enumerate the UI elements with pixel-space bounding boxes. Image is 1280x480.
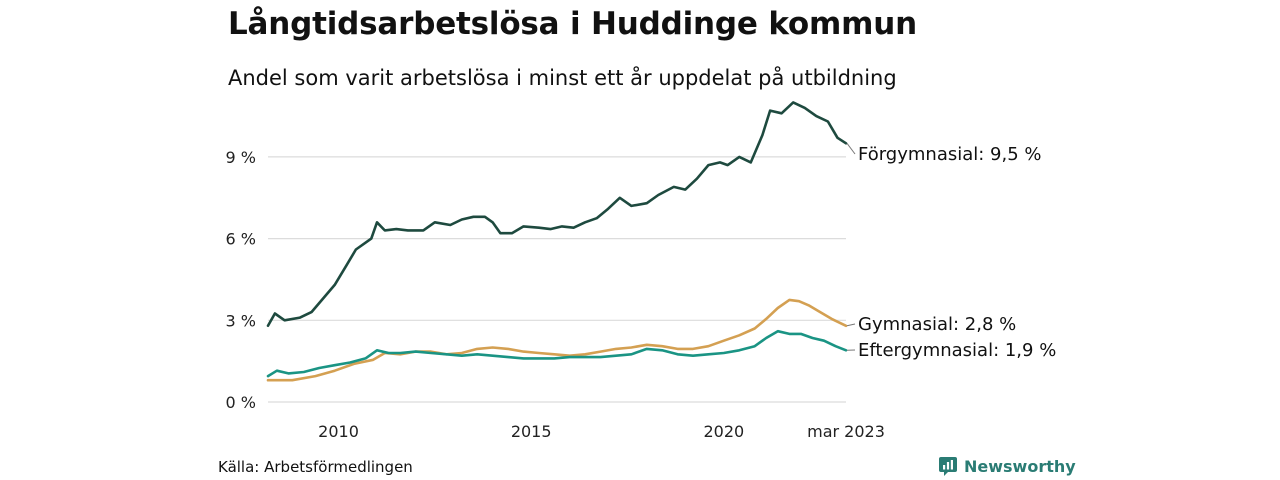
y-tick-label: 0 % (226, 393, 256, 412)
label-connector (846, 323, 856, 327)
x-axis-tick-labels: 2010 2015 2020 mar 2023 (318, 422, 885, 441)
series-end-label: Eftergymnasial: 1,9 % (858, 340, 1056, 361)
source-note: Källa: Arbetsförmedlingen (218, 458, 413, 476)
series-line-gymnasial (266, 298, 848, 382)
series-line-eftergymnasial (266, 329, 848, 378)
x-tick-label: mar 2023 (807, 422, 885, 441)
series-end-label: Gymnasial: 2,8 % (858, 314, 1016, 335)
chart-title: Långtidsarbetslösa i Huddinge kommun (228, 6, 917, 42)
grid-lines (268, 156, 846, 403)
x-tick-label: 2010 (318, 422, 359, 441)
series-end-label: Förgymnasial: 9,5 % (858, 144, 1042, 165)
x-tick-label: 2015 (511, 422, 552, 441)
y-tick-label: 6 % (226, 230, 256, 249)
y-axis-tick-labels: 0 % 3 % 6 % 9 % (226, 148, 256, 412)
brand-logo[interactable]: Newsworthy (938, 456, 1076, 476)
newsworthy-logo-icon (939, 457, 957, 476)
series-line-förgymnasial (266, 101, 848, 328)
series-end-labels: Förgymnasial: 9,5 % Gymnasial: 2,8 % Efter… (846, 142, 1056, 361)
y-tick-label: 3 % (226, 311, 256, 330)
series-lines (266, 101, 848, 382)
chart-subtitle: Andel som varit arbetslösa i minst ett å… (228, 66, 897, 90)
x-tick-label: 2020 (703, 422, 744, 441)
brand-name: Newsworthy (964, 456, 1076, 476)
y-tick-label: 9 % (226, 148, 256, 167)
label-connector (846, 142, 856, 155)
